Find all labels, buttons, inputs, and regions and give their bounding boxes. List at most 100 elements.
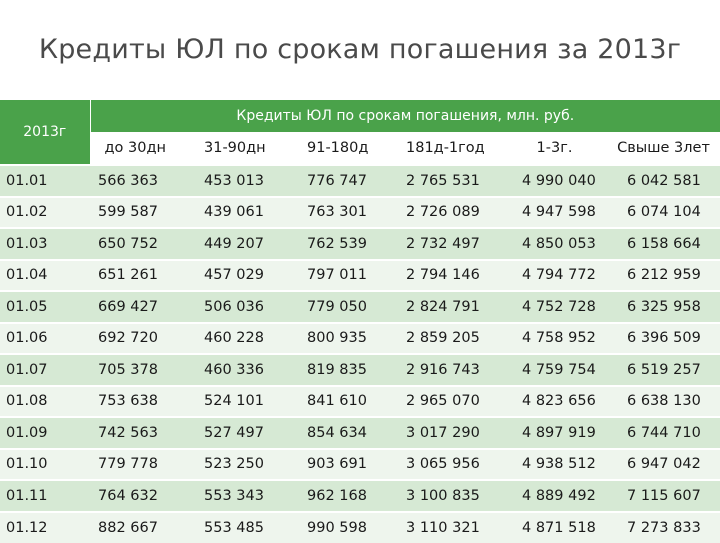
table-cell: 553 485 bbox=[188, 512, 291, 543]
table-cell: 4 897 919 bbox=[502, 417, 607, 449]
table-cell: 779 778 bbox=[90, 449, 188, 481]
table-cell: 4 752 728 bbox=[502, 291, 607, 323]
table-cell: 3 017 290 bbox=[390, 417, 502, 449]
column-header: Свыше 3лет bbox=[607, 132, 720, 165]
table-cell: 4 938 512 bbox=[502, 449, 607, 481]
table-cell: 4 758 952 bbox=[502, 323, 607, 355]
row-date-label: 01.09 bbox=[0, 417, 90, 449]
row-date-label: 01.03 bbox=[0, 228, 90, 260]
table-cell: 797 011 bbox=[291, 260, 390, 292]
table-cell: 6 158 664 bbox=[607, 228, 720, 260]
table-cell: 882 667 bbox=[90, 512, 188, 543]
table-cell: 4 990 040 bbox=[502, 165, 607, 197]
table-cell: 4 850 053 bbox=[502, 228, 607, 260]
table-cell: 4 889 492 bbox=[502, 480, 607, 512]
credit-maturity-table: 2013г Кредиты ЮЛ по срокам погашения, мл… bbox=[0, 100, 720, 543]
table-cell: 506 036 bbox=[188, 291, 291, 323]
table-cell: 2 859 205 bbox=[390, 323, 502, 355]
column-header: 1-3г. bbox=[502, 132, 607, 165]
column-header: до 30дн bbox=[90, 132, 188, 165]
table-cell: 6 396 509 bbox=[607, 323, 720, 355]
table-cell: 650 752 bbox=[90, 228, 188, 260]
row-date-label: 01.05 bbox=[0, 291, 90, 323]
row-date-label: 01.11 bbox=[0, 480, 90, 512]
table-cell: 2 916 743 bbox=[390, 354, 502, 386]
table-cell: 776 747 bbox=[291, 165, 390, 197]
table-cell: 3 100 835 bbox=[390, 480, 502, 512]
column-header: 91-180д bbox=[291, 132, 390, 165]
column-header: 31-90дн bbox=[188, 132, 291, 165]
table-cell: 460 228 bbox=[188, 323, 291, 355]
table-cell: 566 363 bbox=[90, 165, 188, 197]
table-cell: 6 638 130 bbox=[607, 386, 720, 418]
table-cell: 2 824 791 bbox=[390, 291, 502, 323]
table-cell: 854 634 bbox=[291, 417, 390, 449]
table-cell: 523 250 bbox=[188, 449, 291, 481]
table-cell: 527 497 bbox=[188, 417, 291, 449]
table-cell: 457 029 bbox=[188, 260, 291, 292]
table-cell: 705 378 bbox=[90, 354, 188, 386]
table-cell: 669 427 bbox=[90, 291, 188, 323]
table-cell: 4 823 656 bbox=[502, 386, 607, 418]
table-cell: 4 794 772 bbox=[502, 260, 607, 292]
table-cell: 599 587 bbox=[90, 197, 188, 229]
table-cell: 7 273 833 bbox=[607, 512, 720, 543]
table-cell: 6 074 104 bbox=[607, 197, 720, 229]
table-cell: 6 212 959 bbox=[607, 260, 720, 292]
table-cell: 3 065 956 bbox=[390, 449, 502, 481]
row-date-label: 01.04 bbox=[0, 260, 90, 292]
row-date-label: 01.01 bbox=[0, 165, 90, 197]
table-cell: 524 101 bbox=[188, 386, 291, 418]
row-date-label: 01.08 bbox=[0, 386, 90, 418]
table-cell: 553 343 bbox=[188, 480, 291, 512]
corner-header: 2013г bbox=[0, 100, 90, 165]
table-cell: 762 539 bbox=[291, 228, 390, 260]
row-date-label: 01.02 bbox=[0, 197, 90, 229]
table-cell: 2 732 497 bbox=[390, 228, 502, 260]
table-cell: 2 965 070 bbox=[390, 386, 502, 418]
table-cell: 2 794 146 bbox=[390, 260, 502, 292]
table-cell: 764 632 bbox=[90, 480, 188, 512]
table-cell: 990 598 bbox=[291, 512, 390, 543]
table-cell: 7 115 607 bbox=[607, 480, 720, 512]
table-cell: 2 765 531 bbox=[390, 165, 502, 197]
row-date-label: 01.06 bbox=[0, 323, 90, 355]
row-date-label: 01.07 bbox=[0, 354, 90, 386]
table-cell: 449 207 bbox=[188, 228, 291, 260]
column-header: 181д-1год bbox=[390, 132, 502, 165]
table-cell: 6 744 710 bbox=[607, 417, 720, 449]
table-cell: 800 935 bbox=[291, 323, 390, 355]
table-cell: 453 013 bbox=[188, 165, 291, 197]
table-cell: 6 042 581 bbox=[607, 165, 720, 197]
row-date-label: 01.10 bbox=[0, 449, 90, 481]
table-cell: 6 325 958 bbox=[607, 291, 720, 323]
table-cell: 6 947 042 bbox=[607, 449, 720, 481]
row-date-label: 01.12 bbox=[0, 512, 90, 543]
table-cell: 841 610 bbox=[291, 386, 390, 418]
table-cell: 742 563 bbox=[90, 417, 188, 449]
table-cell: 753 638 bbox=[90, 386, 188, 418]
table-cell: 6 519 257 bbox=[607, 354, 720, 386]
page-title: Кредиты ЮЛ по срокам погашения за 2013г bbox=[0, 34, 720, 65]
table-cell: 4 947 598 bbox=[502, 197, 607, 229]
table-cell: 763 301 bbox=[291, 197, 390, 229]
table-cell: 439 061 bbox=[188, 197, 291, 229]
table-cell: 903 691 bbox=[291, 449, 390, 481]
table-cell: 2 726 089 bbox=[390, 197, 502, 229]
table-cell: 962 168 bbox=[291, 480, 390, 512]
table-group-header-row: 2013г Кредиты ЮЛ по срокам погашения, мл… bbox=[0, 100, 720, 132]
